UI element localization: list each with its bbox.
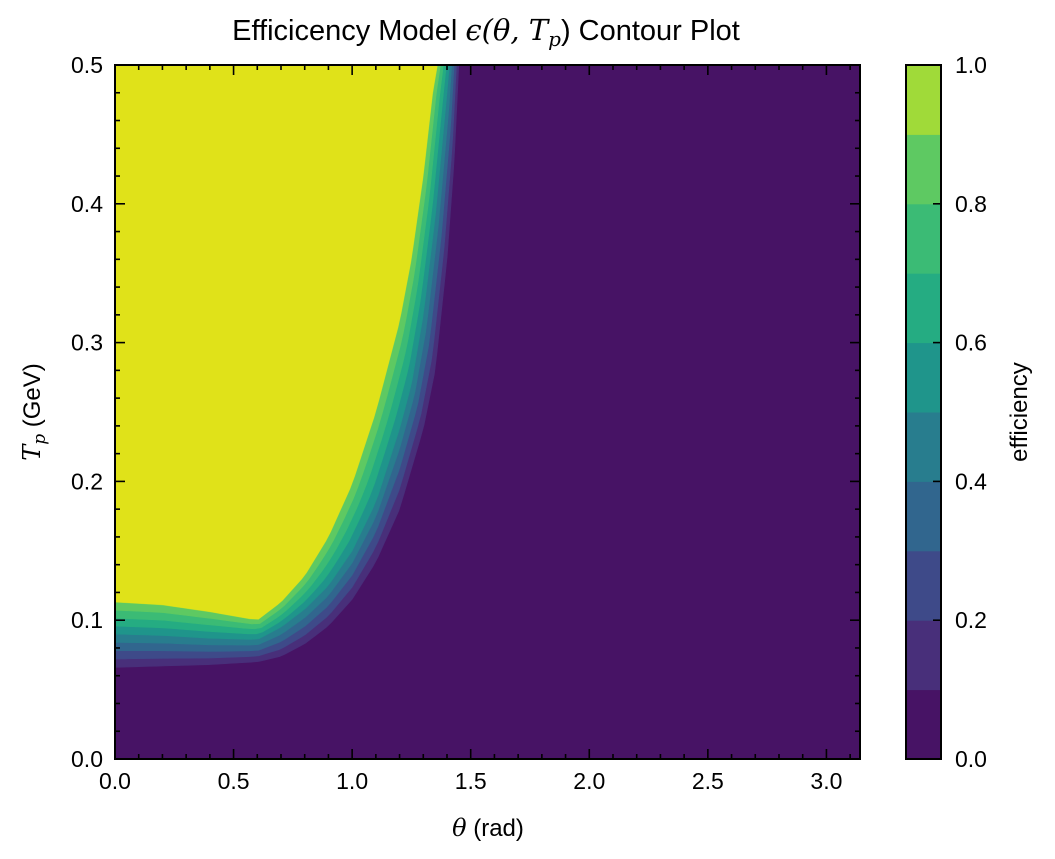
colorbar-swatch bbox=[906, 273, 941, 344]
chart-title: Efficicency Model ϵ(θ, Tp) Contour Plot bbox=[232, 13, 740, 51]
y-tick-label: 0.2 bbox=[71, 468, 103, 494]
colorbar-swatch bbox=[906, 134, 941, 205]
y-tick-label: 0.3 bbox=[71, 330, 103, 356]
contour-band-top bbox=[115, 65, 438, 620]
colorbar-swatch bbox=[906, 412, 941, 482]
colorbar-swatch bbox=[906, 620, 941, 691]
y-tick-label: 0.1 bbox=[71, 607, 103, 633]
y-axis-label: Tp (GeV) bbox=[18, 363, 50, 461]
colorbar-swatches bbox=[906, 65, 941, 760]
colorbar-tick-label: 0.0 bbox=[955, 746, 987, 772]
colorbar-frame bbox=[905, 64, 942, 760]
colorbar-tick-label: 0.6 bbox=[955, 330, 987, 356]
x-tick-label: 1.0 bbox=[336, 768, 368, 794]
colorbar-swatch bbox=[906, 481, 941, 552]
colorbar-swatch bbox=[906, 689, 941, 760]
x-tick-label: 1.5 bbox=[455, 768, 487, 794]
colorbar-label: efficiency bbox=[1006, 362, 1033, 462]
colorbar-tick-label: 0.2 bbox=[955, 607, 987, 633]
colorbar-tick-label: 1.0 bbox=[955, 52, 987, 78]
plot-frame bbox=[114, 64, 861, 760]
y-tick-label: 0.5 bbox=[71, 52, 103, 78]
colorbar-tick-label: 0.4 bbox=[955, 468, 987, 494]
x-tick-label: 2.5 bbox=[692, 768, 724, 794]
contour-fill-layer bbox=[115, 65, 460, 668]
colorbar-swatch bbox=[906, 550, 941, 621]
colorbar-swatch bbox=[906, 203, 941, 274]
x-tick-label: 2.0 bbox=[573, 768, 605, 794]
y-tick-label: 0.4 bbox=[71, 191, 103, 217]
x-tick-label: 0.0 bbox=[99, 768, 131, 794]
colorbar-swatch bbox=[906, 342, 941, 413]
colorbar-swatch bbox=[906, 65, 941, 135]
colorbar-ticks: 0.0 0.2 0.4 0.6 0.8 1.0 bbox=[933, 52, 987, 772]
plot-area: 0.0 0.5 1.0 1.5 2.0 2.5 3.0 0.0 0.1 0.2 0.3 0.4 0.5 bbox=[71, 52, 861, 794]
x-tick-label: 0.5 bbox=[218, 768, 250, 794]
x-tick-label: 3.0 bbox=[810, 768, 842, 794]
colorbar-tick-label: 0.8 bbox=[955, 191, 987, 217]
y-tick-label: 0.0 bbox=[71, 746, 103, 772]
x-axis-label: θ (rad) bbox=[452, 814, 524, 842]
colorbar: 0.0 0.2 0.4 0.6 0.8 1.0 bbox=[905, 52, 987, 772]
